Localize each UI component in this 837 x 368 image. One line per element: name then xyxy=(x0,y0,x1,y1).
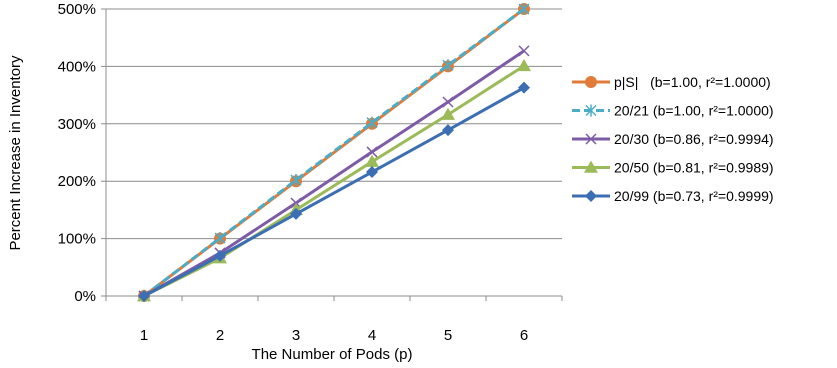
y-tick-labels: 0% 100% 200% 300% 400% 500% xyxy=(58,1,96,305)
y-tick-label: 200% xyxy=(58,173,96,190)
x-tick-label: 5 xyxy=(444,327,452,344)
data-point xyxy=(214,249,226,262)
series-5 xyxy=(138,81,530,302)
data-point xyxy=(290,174,302,187)
legend-label: 20/99 (b=0.73, r²=0.9999) xyxy=(614,188,774,204)
y-tick-label: 100% xyxy=(58,231,96,248)
data-point xyxy=(441,107,455,120)
axes xyxy=(101,8,563,301)
data-point xyxy=(290,207,302,220)
legend-label: 20/50 (b=0.81, r²=0.9989) xyxy=(614,160,774,176)
y-axis-label: Percent Increase in Inventory xyxy=(7,55,24,251)
y-tick-label: 500% xyxy=(58,1,96,18)
y-tick-label: 300% xyxy=(58,116,96,133)
legend-item: 20/30 (b=0.86, r²=0.9994) xyxy=(572,131,774,147)
data-point xyxy=(442,124,454,137)
data-point xyxy=(138,290,150,302)
series-line xyxy=(143,7,525,298)
x-tick-label: 2 xyxy=(216,327,224,344)
series-line xyxy=(143,64,525,298)
legend: p|S| (b=1.00, r²=1.0000) 20/21 (b=1.00, r… xyxy=(572,74,774,204)
data-point xyxy=(214,232,226,245)
series-3 xyxy=(138,45,530,302)
y-tick-label: 0% xyxy=(74,288,96,305)
data-point xyxy=(442,96,454,108)
legend-label: 20/30 (b=0.86, r²=0.9994) xyxy=(614,131,774,147)
legend-item: p|S| (b=1.00, r²=1.0000) xyxy=(572,74,771,90)
legend-marker xyxy=(585,190,597,202)
series-line xyxy=(143,7,525,298)
data-point xyxy=(518,45,530,57)
data-point xyxy=(518,81,530,94)
x-tick-labels: 1 2 3 4 5 6 xyxy=(140,327,528,344)
data-point xyxy=(517,58,531,72)
x-tick-label: 4 xyxy=(368,327,376,344)
data-point xyxy=(365,154,379,167)
legend-item: 20/50 (b=0.81, r²=0.9989) xyxy=(572,160,774,176)
series-line xyxy=(143,49,525,298)
legend-label: 20/21 (b=1.00, r²=1.0000) xyxy=(614,103,774,119)
legend-marker xyxy=(585,104,597,117)
legend-marker xyxy=(584,160,598,173)
data-point xyxy=(366,146,378,158)
legend-marker xyxy=(585,133,597,145)
series-line xyxy=(143,86,525,298)
series-group xyxy=(137,3,531,302)
legend-item: 20/99 (b=0.73, r²=0.9999) xyxy=(572,188,774,204)
x-axis-label: The Number of Pods (p) xyxy=(252,346,413,363)
data-point xyxy=(366,116,378,129)
data-point xyxy=(518,3,530,15)
data-point xyxy=(366,166,378,179)
x-tick-label: 1 xyxy=(140,327,148,344)
x-tick-label: 6 xyxy=(520,327,528,344)
x-tick-label: 3 xyxy=(292,327,300,344)
legend-marker xyxy=(585,76,597,88)
data-point xyxy=(442,59,454,72)
legend-item: 20/21 (b=1.00, r²=1.0000) xyxy=(572,103,774,119)
y-tick-label: 400% xyxy=(58,58,96,75)
legend-label: p|S| (b=1.00, r²=1.0000) xyxy=(614,74,771,90)
